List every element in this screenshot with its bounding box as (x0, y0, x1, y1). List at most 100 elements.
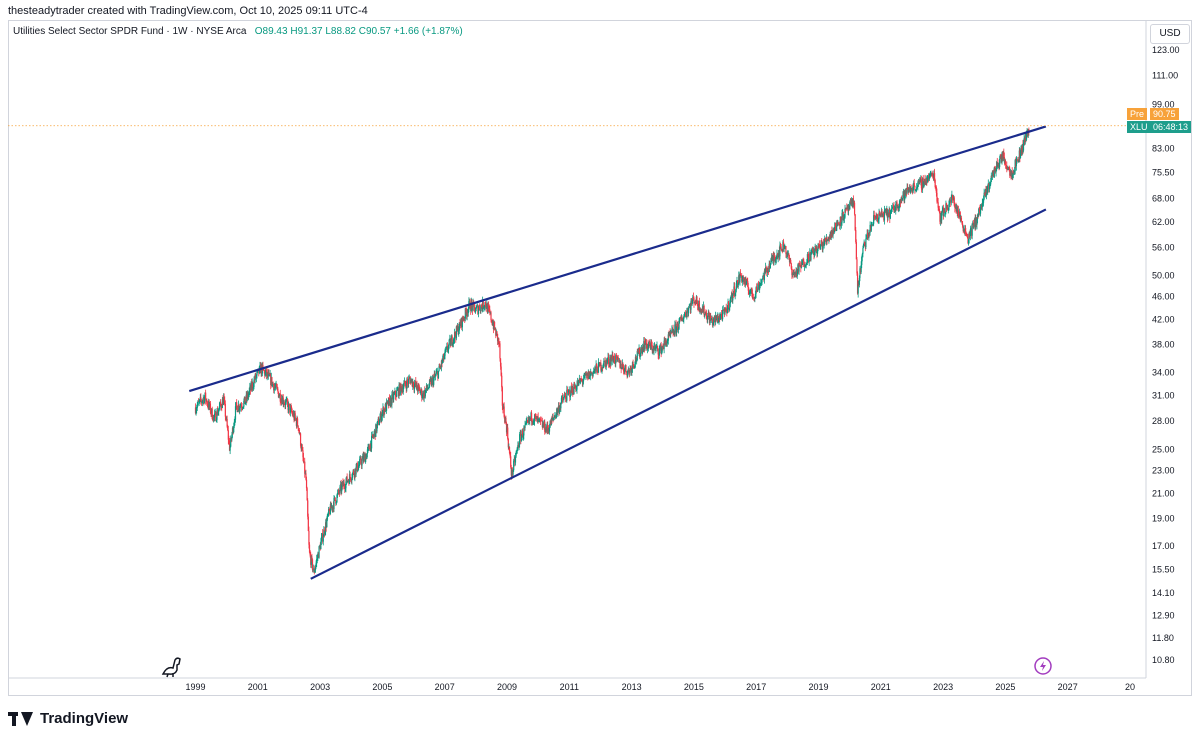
candle-body (783, 248, 785, 250)
time-axis[interactable]: 1999 2001 2003 2005 2007 2009 2011 2013 2015 2017… (185, 682, 1135, 692)
candle-body (435, 373, 437, 376)
candle-body (572, 387, 574, 394)
candle-body (597, 372, 599, 374)
candle-body (622, 363, 624, 368)
candle-body (773, 256, 776, 259)
candle-body (692, 296, 694, 299)
candle-body (659, 348, 661, 350)
candle-body (227, 430, 229, 440)
candle-body (906, 187, 908, 193)
candle-body (812, 248, 814, 252)
candle-body (474, 311, 477, 313)
candle-body (518, 444, 520, 447)
candle-body (624, 368, 626, 372)
candle-body (206, 403, 209, 405)
candle-body (615, 355, 617, 364)
candle-body (396, 390, 398, 391)
candle-body (849, 202, 851, 204)
candle-body (325, 522, 327, 533)
candle-body (634, 356, 637, 365)
candle-body (443, 355, 446, 360)
candle-body (948, 199, 951, 205)
candle-body (583, 374, 585, 380)
candle-body (569, 395, 572, 398)
candle-body (667, 340, 669, 342)
candle-body (453, 339, 455, 341)
x-tick-label: 2013 (622, 682, 642, 692)
candle-body (622, 367, 625, 372)
candle-body (728, 301, 730, 310)
candle-body (345, 481, 347, 489)
candle-body (248, 393, 250, 397)
candle-body (307, 516, 309, 531)
y-tick-label: 19.00 (1152, 513, 1175, 523)
candle-body (705, 312, 707, 313)
candle-body (295, 418, 297, 420)
candle-body (394, 390, 397, 396)
candle-body (252, 382, 254, 388)
y-tick-label: 10.80 (1152, 655, 1175, 665)
candle-body (485, 302, 487, 307)
candle-body (741, 278, 743, 282)
candle-body (881, 211, 883, 216)
candle-body (896, 201, 898, 209)
candle-body (947, 207, 949, 211)
candle-body (306, 488, 308, 501)
candle-body (995, 169, 997, 173)
candle-body (631, 362, 634, 369)
candle-body (454, 331, 456, 336)
candle-body (729, 303, 731, 308)
candle-body (404, 380, 406, 385)
candle-body (843, 217, 846, 219)
candle-body (425, 389, 427, 391)
candle-body (223, 397, 225, 400)
currency-button[interactable]: USD (1150, 24, 1190, 44)
candle-body (1025, 133, 1028, 140)
candle-body (982, 199, 985, 203)
candle-body (308, 544, 311, 553)
candle-body (220, 404, 222, 408)
candle-body (227, 426, 229, 431)
candle-body (228, 439, 230, 441)
x-tick-label: 2015 (684, 682, 704, 692)
candle-body (784, 246, 786, 249)
candle-body (437, 370, 440, 379)
candle-body (860, 264, 862, 273)
candle-body (971, 223, 973, 236)
candle-body (233, 426, 235, 433)
candle-body (408, 378, 410, 384)
candle-body (905, 190, 907, 196)
candle-body (326, 519, 328, 528)
candle-body (248, 390, 250, 394)
candle-body (198, 401, 200, 403)
candle-body (363, 455, 365, 461)
candle-body (272, 382, 274, 385)
x-tick-label: 2019 (808, 682, 828, 692)
candle-body (483, 306, 486, 308)
candle-body (419, 392, 422, 394)
tradingview-logo[interactable]: TradingView (8, 710, 128, 727)
candle-body (916, 187, 918, 190)
candle-body (653, 346, 655, 352)
candle-body (696, 303, 699, 307)
lightning-icon[interactable] (1034, 657, 1052, 675)
price-axis[interactable]: 123.00 111.00 99.00 83.00 75.50 68.00 62.00 56.… (1152, 45, 1180, 665)
candle-body (722, 309, 724, 320)
candle-body (557, 408, 559, 414)
candle-body (841, 213, 843, 223)
x-tick-label: 2001 (248, 682, 268, 692)
candle-body (670, 332, 672, 334)
candle-body (523, 427, 525, 436)
candle-body (822, 243, 824, 250)
symbol-description: Utilities Select Sector SPDR Fund · 1W ·… (13, 26, 247, 37)
candle-body (290, 406, 292, 408)
candle-body (357, 469, 359, 471)
candle-body (593, 369, 595, 372)
candle-body (799, 264, 801, 267)
candle-body (474, 307, 476, 313)
dino-icon[interactable] (161, 657, 181, 678)
candle-body (897, 205, 899, 208)
candle-body (348, 474, 351, 484)
x-tick-label: 2003 (310, 682, 330, 692)
